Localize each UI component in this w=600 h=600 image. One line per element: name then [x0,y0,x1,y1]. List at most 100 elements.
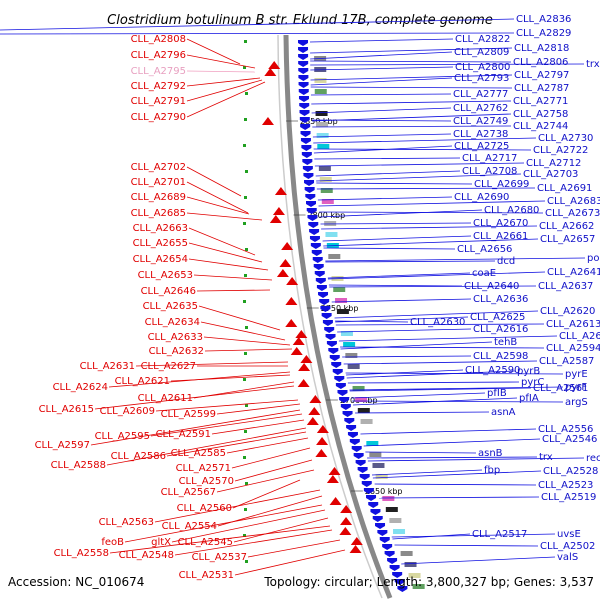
left-gene-label[interactable]: CLL_A2632 [149,346,204,357]
right-gene-label[interactable]: CLL_A2601 [559,331,600,342]
left-gene-label[interactable]: CLL_A2570 [179,476,234,487]
right-gene-label[interactable]: CLL_A2722 [533,145,588,156]
right-gene-label[interactable]: CLL_A2657 [540,234,595,245]
right-gene-label[interactable]: trx [539,452,553,463]
right-gene-label[interactable]: pfIA [519,393,539,404]
left-gene-label[interactable]: CLL_A2663 [133,223,188,234]
right-gene-label[interactable]: CLL_A2630 [410,317,465,328]
right-gene-label[interactable]: asnB [478,448,503,459]
right-gene-label[interactable]: CLL_A2690 [454,192,509,203]
right-gene-label[interactable]: CLL_A2797 [514,70,569,81]
left-gene-label[interactable]: CLL_A2537 [192,552,247,563]
left-gene-label[interactable]: CLL_A2654 [133,254,188,265]
right-gene-label[interactable]: CLL_A2620 [540,306,595,317]
left-gene-label[interactable]: feoB [101,537,124,548]
right-gene-label[interactable]: CLL_A2793 [454,73,509,84]
left-gene-label[interactable]: CLL_A2585 [171,448,226,459]
left-gene-label[interactable]: gltX [151,537,171,548]
right-gene-label[interactable]: CLL_A2670 [473,218,528,229]
right-gene-label[interactable]: pyrE [565,369,588,380]
right-gene-label[interactable]: CLL_A2758 [513,109,568,120]
right-gene-label[interactable]: CLL_A2641 [547,267,600,278]
right-gene-label[interactable]: CLL_A2744 [513,121,568,132]
right-gene-label[interactable]: fbp [484,465,500,476]
right-gene-label[interactable]: CLL_A2829 [516,28,571,39]
left-gene-label[interactable]: CLL_A2591 [156,429,211,440]
right-gene-label[interactable]: CLL_A2546 [542,434,597,445]
right-gene-label[interactable]: pyrF [565,382,587,393]
left-gene-label[interactable]: CLL_A2635 [143,301,198,312]
right-gene-label[interactable]: CLL_A2656 [457,244,512,255]
right-gene-label[interactable]: CLL_A2680 [484,205,539,216]
right-gene-labels[interactable]: CLL_A2836 CLL_A2829 CLL_A2822 CLL_A2818 CLL_… [410,14,600,563]
left-gene-label[interactable]: CLL_A2563 [99,517,154,528]
left-gene-label[interactable]: CLL_A2791 [131,96,186,107]
right-gene-label[interactable]: CLL_A2749 [453,116,508,127]
left-gene-label[interactable]: CLL_A2790 [131,112,186,123]
right-gene-label[interactable]: CLL_A2717 [462,153,517,164]
right-gene-label[interactable]: CLL_A2556 [538,424,593,435]
right-gene-label[interactable]: CLL_A2787 [514,83,569,94]
left-gene-label[interactable]: CLL_A2588 [51,460,106,471]
left-gene-label[interactable]: CLL_A2795 [131,66,186,77]
right-gene-label[interactable]: CLL_A2613 [546,319,600,330]
right-gene-label[interactable]: CLL_A2703 [523,169,578,180]
left-gene-label[interactable]: CLL_A2548 [119,550,174,561]
right-gene-label[interactable]: CLL_A2822 [455,34,510,45]
left-gene-label[interactable]: CLL_A2567 [161,487,216,498]
right-gene-label[interactable]: CLL_A2818 [514,43,569,54]
right-gene-label[interactable]: CLL_A2712 [526,158,581,169]
left-gene-label[interactable]: CLL_A2554 [162,521,217,532]
right-gene-label[interactable]: CLL_A2637 [538,281,593,292]
left-gene-label[interactable]: CLL_A2621 [115,376,170,387]
right-gene-label[interactable]: uvsE [557,529,581,540]
left-gene-label[interactable]: CLL_A2597 [35,440,90,451]
right-gene-label[interactable]: CLL_A2809 [454,47,509,58]
right-gene-label[interactable]: CLL_A2561 [533,383,588,394]
left-gene-label[interactable]: CLL_A2545 [178,537,233,548]
right-gene-label[interactable]: asnA [491,407,516,418]
right-gene-label[interactable]: CLL_A2708 [462,166,517,177]
right-gene-label[interactable]: CLL_A2587 [539,356,594,367]
left-gene-label[interactable]: CLL_A2792 [131,81,186,92]
right-gene-label[interactable]: CLL_A2519 [541,492,596,503]
left-gene-labels[interactable]: CLL_A2808 CLL_A2796 CLL_A2795 CLL_A2792 CLL_… [35,34,247,581]
left-gene-label[interactable]: CLL_A2611 [138,393,193,404]
left-gene-label[interactable]: CLL_A2627 [141,361,196,372]
right-gene-label[interactable]: CLL_A2762 [453,103,508,114]
right-gene-label[interactable]: CLL_A2836 [516,14,571,25]
left-gene-label[interactable]: CLL_A2558 [54,548,109,559]
right-gene-label[interactable]: dcd [497,256,515,267]
right-gene-label[interactable]: CLL_A2625 [470,312,525,323]
right-gene-label[interactable]: CLL_A2517 [472,529,527,540]
left-gene-label[interactable]: CLL_A2701 [131,177,186,188]
right-gene-label[interactable]: CLL_A2662 [539,221,594,232]
left-gene-label[interactable]: CLL_A2685 [131,208,186,219]
left-gene-label[interactable]: CLL_A2531 [179,570,234,581]
right-gene-label[interactable]: CLL_A2616 [473,324,528,335]
left-gene-label[interactable]: CLL_A2609 [100,406,155,417]
right-gene-label[interactable]: CLL_A2691 [537,183,592,194]
right-gene-label[interactable]: polA [587,253,600,264]
right-gene-label[interactable]: CLL_A2673 [545,208,600,219]
left-gene-label[interactable]: CLL_A2646 [141,286,196,297]
right-gene-label[interactable]: pyrC [521,377,544,388]
right-gene-label[interactable]: CLL_A2777 [453,89,508,100]
right-gene-label[interactable]: CLL_A2523 [538,480,593,491]
right-gene-label[interactable]: CLL_A2598 [473,351,528,362]
left-gene-label[interactable]: CLL_A2560 [177,503,232,514]
right-gene-label[interactable]: coaE [472,268,496,279]
right-gene-label[interactable]: argS [565,397,588,408]
right-gene-label[interactable]: pyrB [517,366,540,377]
right-gene-label[interactable]: CLL_A2636 [473,294,528,305]
left-gene-label[interactable]: CLL_A2689 [131,192,186,203]
right-gene-label[interactable]: CLL_A2771 [513,96,568,107]
right-gene-label[interactable]: CLL_A2725 [454,141,509,152]
left-gene-label[interactable]: CLL_A2808 [131,34,186,45]
left-gene-label[interactable]: CLL_A2571 [176,463,231,474]
left-gene-label[interactable]: CLL_A2634 [145,317,200,328]
right-gene-label[interactable]: recX [586,453,600,464]
right-gene-label[interactable]: trx [586,59,600,70]
right-gene-label[interactable]: CLL_A2738 [453,129,508,140]
right-gene-label[interactable]: CLL_A2661 [473,231,528,242]
